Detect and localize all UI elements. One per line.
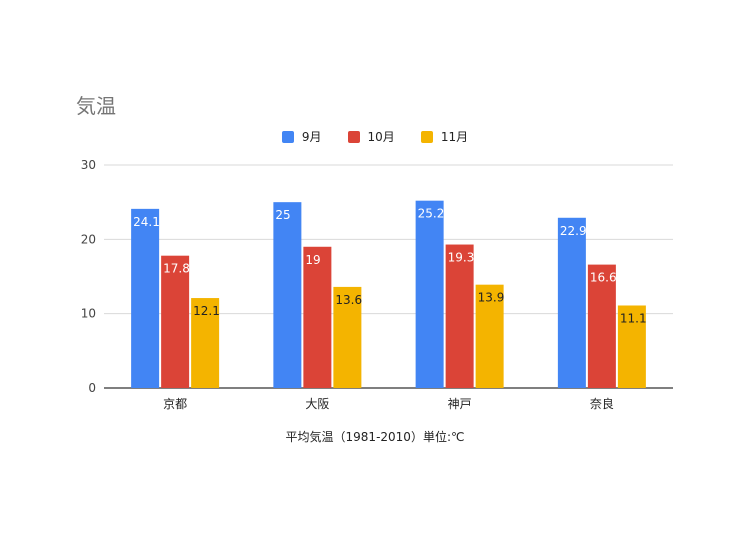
bar-大阪-11月 [333, 286, 362, 388]
data-label: 12.1 [193, 304, 220, 318]
legend: 9月 10月 11月 [0, 128, 750, 145]
data-label: 25.2 [418, 207, 445, 221]
data-label: 17.8 [163, 262, 190, 276]
data-label: 13.6 [335, 293, 362, 307]
data-labels: 24.1 17.8 12.1 25 19 13.6 25.2 19.3 13.9 22.9 16.6… [133, 207, 646, 326]
bar-奈良-10月 [587, 264, 616, 388]
x-tick-label: 神戸 [448, 397, 472, 411]
y-tick-label: 10 [81, 307, 96, 321]
tick-labels: 0 10 20 30 京都 大阪 神戸 奈良 [81, 158, 614, 411]
bar-奈良-11月 [617, 305, 646, 388]
legend-item-sep: 9月 [281, 128, 322, 145]
data-label: 19 [305, 253, 320, 267]
data-label: 11.1 [620, 311, 647, 325]
legend-swatch-oct [347, 130, 360, 143]
y-tick-label: 30 [81, 158, 96, 172]
chart-title: 気温 [76, 94, 116, 118]
data-label: 16.6 [590, 271, 617, 285]
legend-label-oct: 10月 [367, 130, 395, 144]
bar-大阪-9月 [273, 202, 302, 388]
bar-京都-10月 [161, 255, 190, 388]
x-axis-label: 平均気温（1981-2010）単位:℃ [285, 430, 465, 444]
bar-神戸-9月 [415, 200, 444, 388]
bar-神戸-11月 [475, 284, 504, 388]
y-tick-label: 20 [81, 232, 96, 246]
data-label: 24.1 [133, 215, 160, 229]
data-label: 13.9 [478, 291, 505, 305]
x-tick-label: 奈良 [590, 396, 614, 411]
x-tick-label: 大阪 [305, 397, 329, 411]
bar-大阪-10月 [303, 246, 332, 388]
bar-神戸-10月 [445, 244, 474, 388]
bar-京都-9月 [131, 208, 160, 388]
legend-item-nov: 11月 [420, 128, 469, 145]
legend-swatch-nov [420, 130, 433, 143]
legend-label-nov: 11月 [440, 130, 469, 144]
gridlines [104, 164, 673, 389]
legend-swatch-sep [281, 130, 294, 143]
data-label: 19.3 [448, 251, 475, 265]
data-label: 22.9 [560, 224, 587, 238]
bar-奈良-9月 [557, 217, 586, 388]
x-tick-label: 京都 [163, 397, 187, 411]
bars [131, 200, 646, 388]
y-tick-label: 0 [88, 381, 96, 395]
data-label: 25 [275, 208, 290, 222]
bar-京都-11月 [191, 298, 220, 388]
legend-item-oct: 10月 [347, 128, 395, 145]
legend-label-sep: 9月 [301, 130, 322, 144]
